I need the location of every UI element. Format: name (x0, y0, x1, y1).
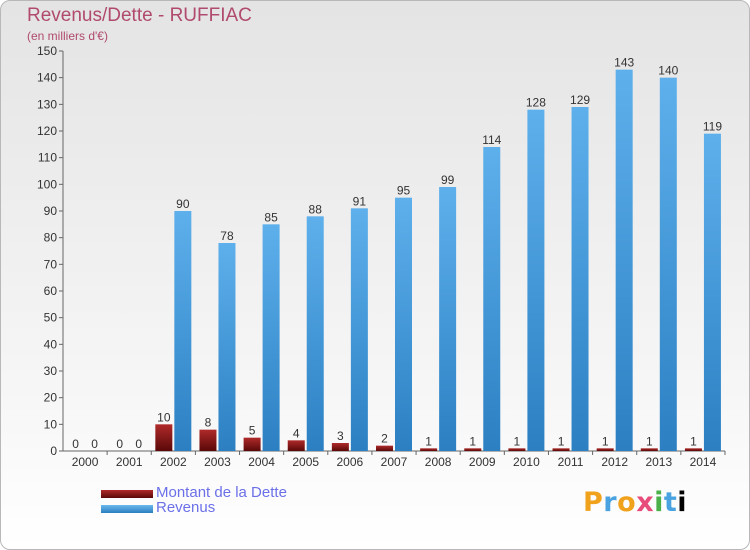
revenue-bar (306, 216, 324, 451)
chart-title: Revenus/Dette - RUFFIAC (27, 5, 252, 26)
debt-data-label: 1 (514, 434, 521, 448)
debt-data-label: 8 (205, 416, 212, 430)
revenue-bar (218, 243, 236, 451)
revenue-data-label: 85 (264, 210, 278, 224)
y-tick-label: 90 (44, 204, 58, 218)
x-tick-label: 2011 (558, 455, 584, 469)
revenue-data-label: 140 (658, 64, 678, 78)
chart-subtitle: (en milliers d'€) (27, 29, 108, 43)
revenue-bar (174, 211, 192, 451)
y-tick-label: 150 (37, 44, 57, 58)
revenue-data-label: 114 (482, 133, 501, 147)
y-tick-label: 120 (37, 124, 57, 138)
x-tick-label: 2000 (72, 455, 99, 469)
y-tick-label: 100 (37, 177, 57, 191)
revenue-data-label: 99 (441, 173, 455, 187)
debt-bar (420, 448, 438, 451)
x-tick-label: 2007 (381, 455, 408, 469)
legend-swatch-debt (101, 490, 153, 498)
revenue-bar (262, 224, 280, 451)
x-tick-label: 2003 (204, 455, 231, 469)
y-tick-label: 140 (37, 71, 57, 85)
revenue-data-label: 90 (176, 197, 190, 211)
debt-bar (287, 440, 305, 451)
debt-data-label: 10 (157, 410, 171, 424)
y-tick-label: 40 (44, 337, 58, 351)
y-tick-label: 20 (44, 391, 58, 405)
legend-label-revenue: Revenus (156, 499, 216, 516)
debt-bar (552, 448, 570, 451)
debt-bar (243, 437, 261, 451)
revenue-data-label: 119 (703, 120, 722, 134)
debt-data-label: 2 (381, 432, 388, 446)
debt-data-label: 1 (469, 434, 476, 448)
y-tick-label: 50 (44, 311, 58, 325)
revenue-bar (615, 69, 633, 452)
revenue-bar (350, 208, 368, 451)
y-tick-label: 80 (44, 231, 58, 245)
revenue-bar (571, 107, 589, 451)
debt-bar (155, 424, 173, 451)
revenue-data-label: 0 (91, 437, 98, 451)
revenue-data-label: 91 (353, 194, 367, 208)
revenue-data-label: 78 (220, 229, 234, 243)
x-tick-label: 2009 (469, 455, 496, 469)
revenue-bar (527, 109, 545, 452)
debt-data-label: 1 (558, 434, 565, 448)
x-tick-label: 2008 (425, 455, 452, 469)
x-tick-label: 2014 (690, 455, 717, 469)
debt-data-label: 3 (337, 429, 344, 443)
y-tick-label: 110 (38, 151, 57, 165)
debt-bar (464, 448, 482, 451)
debt-bar (640, 448, 658, 451)
x-tick-label: 2010 (513, 455, 540, 469)
x-tick-label: 2004 (248, 455, 275, 469)
revenue-bar (483, 147, 501, 451)
debt-data-label: 1 (690, 434, 697, 448)
debt-bar (331, 443, 349, 451)
revenue-data-label: 129 (570, 93, 590, 107)
x-tick-label: 2002 (160, 455, 187, 469)
revenue-bar (395, 197, 412, 451)
revenue-data-label: 128 (526, 96, 546, 110)
debt-bar (684, 448, 702, 451)
proxiti-logo: Proxiti (583, 487, 688, 518)
legend-swatch-revenue (101, 505, 153, 513)
y-tick-label: 30 (44, 364, 58, 378)
y-tick-label: 70 (44, 257, 58, 271)
y-tick-label: 130 (37, 97, 57, 111)
x-tick-label: 2001 (116, 455, 143, 469)
x-tick-label: 2006 (337, 455, 364, 469)
revenue-data-label: 0 (135, 437, 142, 451)
debt-data-label: 0 (72, 437, 79, 451)
legend-label-debt: Montant de la Dette (156, 484, 287, 501)
debt-bar (508, 448, 526, 451)
x-tick-label: 2005 (292, 455, 319, 469)
debt-data-label: 1 (602, 434, 609, 448)
x-tick-label: 2013 (645, 455, 672, 469)
debt-bar (199, 429, 217, 451)
y-tick-label: 60 (44, 284, 58, 298)
debt-data-label: 1 (425, 434, 432, 448)
revenue-data-label: 143 (614, 56, 634, 70)
debt-data-label: 5 (249, 424, 256, 438)
x-tick-label: 2012 (601, 455, 628, 469)
revenue-bar (703, 133, 721, 451)
y-tick-label: 0 (50, 444, 57, 458)
revenue-data-label: 95 (397, 184, 411, 198)
debt-data-label: 1 (646, 434, 653, 448)
debt-data-label: 4 (293, 426, 300, 440)
revenue-bar (659, 77, 677, 452)
y-tick-label: 10 (44, 417, 58, 431)
revenue-bar (439, 187, 457, 451)
debt-data-label: 0 (116, 437, 123, 451)
debt-bar (376, 445, 393, 451)
debt-bar (596, 448, 614, 451)
revenue-data-label: 88 (309, 202, 323, 216)
